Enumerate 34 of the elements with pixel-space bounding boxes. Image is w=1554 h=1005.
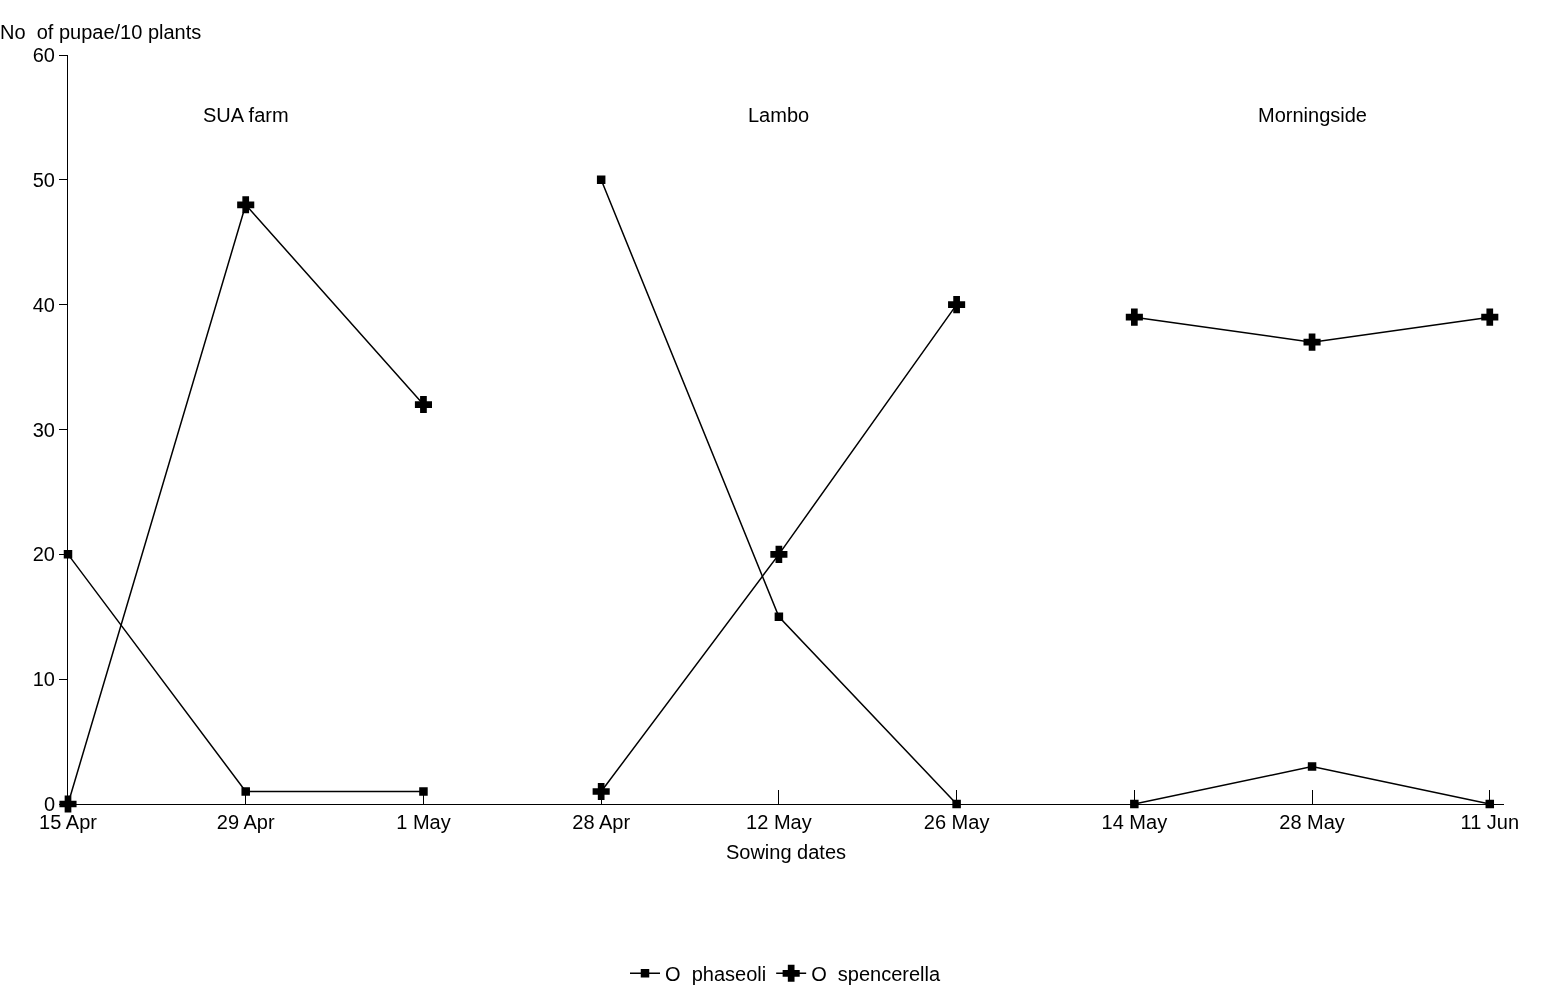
point	[419, 787, 428, 796]
annotation: Lambo	[748, 104, 810, 126]
x-tick-label: 28 May	[1279, 811, 1345, 833]
y-axis-title: No of pupae/10 plants	[0, 21, 202, 43]
x-tick-label: 29 Apr	[216, 811, 275, 833]
point	[770, 545, 788, 563]
point	[1125, 308, 1143, 326]
x-tick-label: 14 May	[1101, 811, 1168, 833]
legend-label: O phaseoli	[665, 963, 767, 986]
x-tick-label: 12 May	[746, 811, 812, 833]
x-tick-label: 11 Jun	[1460, 811, 1520, 833]
point	[1303, 333, 1321, 351]
x-axis-title: Sowing dates	[725, 840, 847, 863]
y-tick-label: 40	[32, 293, 55, 316]
point	[414, 395, 432, 414]
y-tick-label: 50	[32, 168, 55, 191]
point	[1307, 762, 1317, 771]
y-tick-label: 10	[32, 668, 55, 691]
y-tick-label: 60	[32, 44, 55, 66]
point	[774, 612, 784, 621]
point	[237, 196, 255, 214]
legend-label: O spencerella	[811, 963, 941, 986]
annotation: Morningside	[1258, 104, 1367, 126]
point	[1481, 308, 1499, 326]
point	[592, 782, 610, 801]
x-tick-label: 28 Apr	[572, 811, 631, 833]
point	[596, 175, 606, 185]
x-tick-label: 1 May	[396, 811, 451, 833]
y-tick-label: 30	[32, 418, 55, 441]
point	[241, 787, 250, 796]
x-tick-label: 26 May	[923, 811, 990, 833]
y-tick-label: 20	[32, 543, 55, 566]
annotation: SUA farm	[203, 104, 289, 126]
point	[948, 296, 966, 314]
